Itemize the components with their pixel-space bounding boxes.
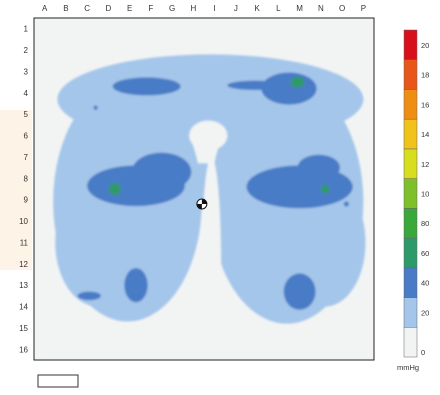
scale-tick-label: 20 — [421, 41, 429, 50]
scale-tick-label: 20 — [421, 308, 429, 317]
color-band — [403, 59, 418, 90]
color-band — [403, 237, 418, 269]
pressure-region — [93, 105, 98, 110]
color-band — [403, 297, 418, 328]
scale-tick-label: 60 — [421, 249, 429, 258]
pressure-region — [77, 291, 101, 301]
column-label: H — [190, 4, 196, 13]
column-label: I — [214, 4, 216, 13]
pressure-region — [297, 154, 340, 181]
color-band — [403, 208, 418, 239]
row-label: 1 — [24, 25, 29, 34]
left-edge-tint — [0, 110, 32, 270]
color-band — [403, 89, 418, 120]
row-label: 12 — [19, 260, 28, 269]
column-label: M — [296, 4, 303, 13]
column-labels: A B C D E F G H I J K L M N O P — [42, 4, 366, 13]
row-label: 2 — [24, 46, 29, 55]
column-label: G — [169, 4, 175, 13]
row-label: 8 — [24, 174, 29, 183]
column-label: A — [42, 4, 48, 13]
row-label: 4 — [24, 89, 29, 98]
column-label: C — [84, 4, 90, 13]
column-label: F — [148, 4, 153, 13]
pressure-region — [55, 178, 141, 307]
color-scale-bar — [403, 29, 418, 358]
color-band — [403, 29, 418, 60]
pressure-region — [195, 302, 228, 360]
row-label: 11 — [20, 238, 29, 247]
row-label: 9 — [24, 196, 29, 205]
plot-area — [33, 17, 375, 361]
row-label: 5 — [24, 110, 29, 119]
empty-box — [37, 374, 79, 388]
column-label: N — [318, 4, 324, 13]
color-scale-labels: 0 20 40 60 80 10 12 14 16 18 20 mmHg — [397, 41, 429, 372]
pressure-region — [124, 268, 148, 303]
scale-tick-label: 14 — [421, 130, 429, 139]
column-label: O — [339, 4, 345, 13]
pressure-region — [261, 72, 317, 105]
column-label: B — [63, 4, 68, 13]
pressure-region — [112, 77, 181, 96]
row-label: 15 — [19, 324, 28, 333]
scale-tick-label: 80 — [421, 219, 429, 228]
pressure-region — [343, 201, 349, 207]
scale-tick-label: 18 — [421, 71, 429, 80]
row-label: 3 — [24, 67, 29, 76]
column-label: L — [276, 4, 281, 13]
pressure-regions — [53, 54, 366, 360]
scale-unit-label: mmHg — [397, 363, 419, 372]
color-band — [403, 148, 418, 179]
color-band — [403, 267, 418, 298]
row-label: 14 — [19, 303, 28, 312]
pressure-region — [290, 76, 305, 88]
color-band — [403, 327, 418, 358]
column-label: K — [254, 4, 260, 13]
scale-tick-label: 0 — [421, 348, 425, 357]
pressure-region — [108, 183, 121, 195]
column-label: P — [361, 4, 366, 13]
marker-quadrant — [196, 203, 202, 209]
scale-tick-label: 40 — [421, 279, 429, 288]
pressure-region — [189, 120, 228, 151]
row-label: 13 — [19, 281, 28, 290]
plot-frame — [33, 17, 375, 361]
marker-quadrant — [201, 198, 207, 204]
pressure-region — [131, 152, 192, 192]
center-of-pressure-marker — [196, 198, 208, 210]
color-band — [403, 118, 418, 150]
color-band — [403, 178, 418, 209]
row-label: 7 — [24, 153, 29, 162]
row-label: 16 — [19, 345, 28, 354]
scale-tick-label: 12 — [421, 160, 429, 169]
pressure-region — [283, 273, 316, 310]
row-label: 10 — [19, 217, 28, 226]
pressure-region — [320, 184, 330, 194]
row-label: 6 — [24, 132, 29, 141]
column-label: J — [234, 4, 238, 13]
column-label: D — [105, 4, 111, 13]
scale-tick-label: 10 — [421, 190, 429, 199]
scale-tick-label: 16 — [421, 100, 429, 109]
column-label: E — [127, 4, 132, 13]
